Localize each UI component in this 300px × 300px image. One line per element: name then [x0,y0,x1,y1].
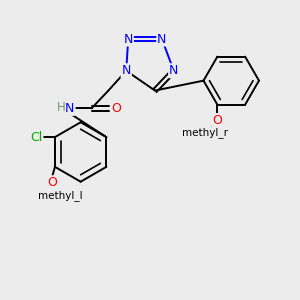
Text: H: H [56,101,65,114]
Text: Cl: Cl [30,130,42,144]
Text: N: N [124,32,133,46]
Text: O: O [47,176,57,189]
Text: N: N [65,102,74,115]
Text: O: O [212,114,222,127]
Text: O: O [111,102,121,115]
Text: N: N [157,32,167,46]
Text: methyl_r: methyl_r [182,127,229,138]
Text: N: N [169,64,178,77]
Text: N: N [122,64,131,77]
Text: methyl_l: methyl_l [38,190,82,201]
